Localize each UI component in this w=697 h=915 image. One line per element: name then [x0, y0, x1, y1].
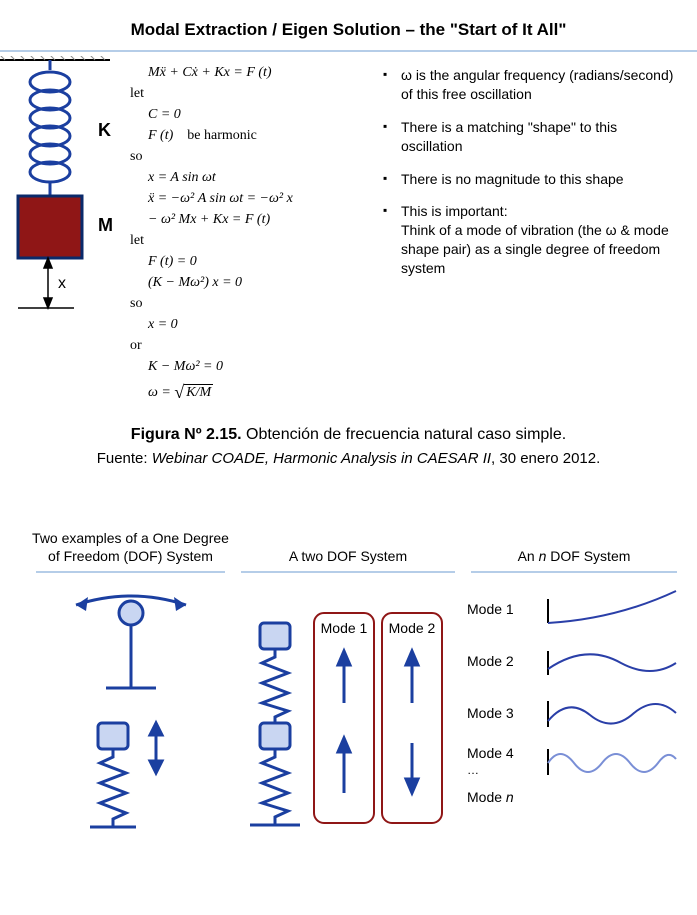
spring-mass-diagram: K M x [0, 56, 130, 351]
eq-line: ẍ = −ω² A sin ωt = −ω² x [130, 188, 375, 209]
col-head: Two examples of a One Degree of Freedom … [28, 507, 233, 571]
one-dof-column: Two examples of a One Degree of Freedom … [28, 507, 233, 833]
eq-line: (K − Mω²) x = 0 [130, 272, 375, 293]
eq-line: x = 0 [130, 314, 375, 335]
col-underline [471, 571, 677, 573]
eq-line: let [130, 83, 375, 104]
note-item: There is a matching "shape" to this osci… [379, 118, 677, 156]
mode-row: Mode 2 [467, 635, 685, 687]
note-item: ω is the angular frequency (radians/seco… [379, 66, 677, 104]
col-head: A two DOF System [233, 507, 463, 571]
eq-line: K − Mω² = 0 [130, 356, 375, 377]
note-item: There is no magnitude to this shape [379, 170, 677, 189]
figure-source: Fuente: Webinar COADE, Harmonic Analysis… [0, 444, 697, 497]
eq-line: x = A sin ωt [130, 167, 375, 188]
eq-line: ω = √K/M [130, 377, 375, 404]
col-head: An n DOF System [463, 507, 685, 571]
figure-caption: Figura Nº 2.15. Obtención de frecuencia … [0, 404, 697, 444]
equations-block: Mẍ + Cẋ + Kx = F (t) let C = 0 F (t) be … [130, 56, 375, 404]
mode-row: Mode n [467, 783, 685, 811]
mode2-label: Mode 2 [389, 620, 436, 636]
col-underline [36, 571, 225, 573]
col-underline [241, 571, 455, 573]
m-label: M [98, 215, 113, 235]
mode-row: Mode 4 … [467, 739, 685, 783]
mode-row: Mode 3 [467, 687, 685, 739]
n-dof-column: An n DOF System Mode 1 Mode 2 [463, 507, 685, 811]
mode1-label: Mode 1 [321, 620, 368, 636]
eq-line: so [130, 146, 375, 167]
notes-block: ω is the angular frequency (radians/seco… [375, 56, 677, 292]
eq-line: F (t) = 0 [130, 251, 375, 272]
two-dof-column: A two DOF System Mode 1 Mo [233, 507, 463, 833]
k-label: K [98, 120, 111, 140]
eq-line: let [130, 230, 375, 251]
mode-row: Mode 1 [467, 583, 685, 635]
eq-line: Mẍ + Cẋ + Kx = F (t) [130, 62, 375, 83]
eq-line: so [130, 293, 375, 314]
eq-line: F (t) be harmonic [130, 125, 375, 146]
eq-line: or [130, 335, 375, 356]
page-title: Modal Extraction / Eigen Solution – the … [0, 0, 697, 44]
note-item: This is important:Think of a mode of vib… [379, 202, 677, 278]
x-label: x [58, 275, 66, 292]
eq-line: C = 0 [130, 104, 375, 125]
eq-line: − ω² Mx + Kx = F (t) [130, 209, 375, 230]
